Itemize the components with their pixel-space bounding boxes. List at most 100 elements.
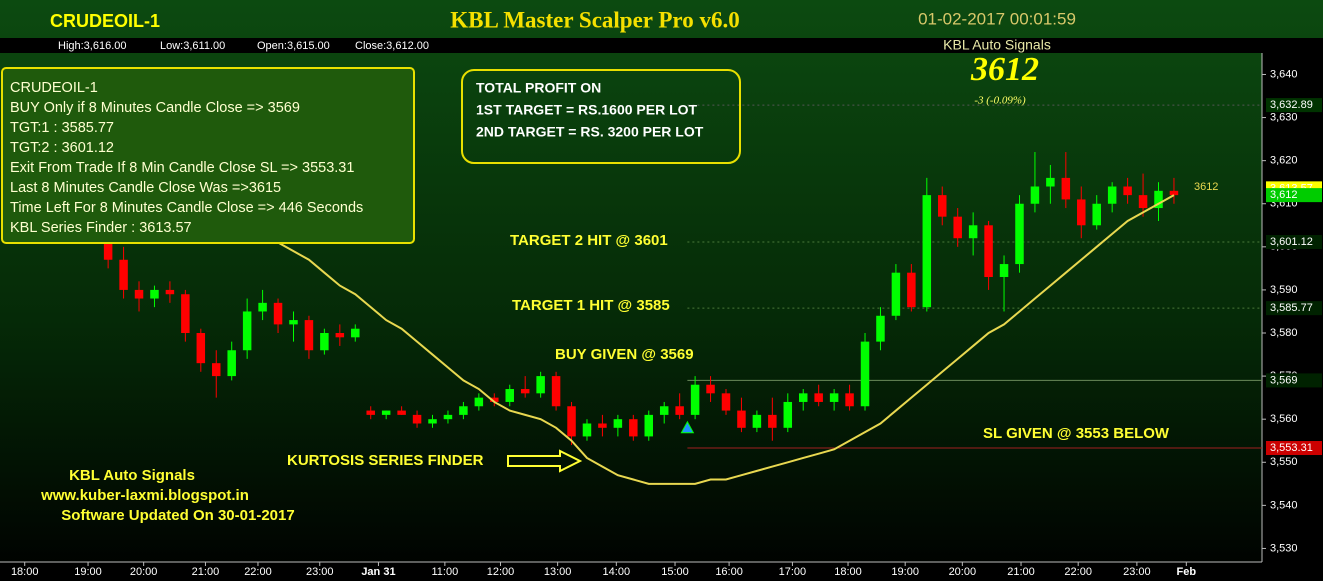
x-tick-label: Jan 31 [361,566,395,578]
candle-body [644,414,654,437]
x-tick-label: Feb [1177,566,1197,578]
candle-body [150,289,159,299]
candle-body [1061,177,1071,200]
level-tag [1266,98,1322,113]
x-tick-label: 18:00 [11,566,39,578]
candle-body [706,384,715,394]
candle-body [922,195,932,308]
candle-body [459,406,468,415]
x-tick-label: 20:00 [949,566,977,578]
symbol: CRUDEOIL-1 [50,11,160,31]
level-tag [1266,373,1322,388]
y-tick-label: 3,580 [1270,327,1298,339]
candle-body [351,328,360,338]
level-label: 3,612 [1270,189,1298,201]
x-tick-label: 21:00 [1007,566,1035,578]
candle-body [984,225,993,277]
y-tick-label: 3,550 [1270,456,1298,468]
candle-body [1123,186,1132,196]
candle-body [428,419,437,424]
candle-body [412,414,422,424]
candle-body [675,406,684,415]
footer-line: KBL Auto Signals [69,467,195,484]
candle-body [1015,203,1024,265]
annotation: SL GIVEN @ 3553 BELOW [983,425,1170,442]
footer-line: www.kuber-laxmi.blogspot.in [40,487,249,504]
x-tick-label: 17:00 [779,566,807,578]
candle-body [381,410,391,415]
x-tick-label: 13:00 [544,566,572,578]
candle-body [1030,186,1040,204]
header-close: Close:3,612.00 [355,40,429,52]
candle-body [860,341,870,407]
candle-body [443,414,453,420]
y-tick-label: 3,590 [1270,284,1298,296]
x-tick-label: 21:00 [192,566,220,578]
header-low: Low:3,611.00 [160,40,225,52]
x-tick-label: 12:00 [487,566,515,578]
candle-body [1154,190,1163,209]
candle-body [474,397,484,407]
candle-body [134,289,144,299]
level-label: 3,585.77 [1270,302,1313,314]
level-tag [1266,441,1322,456]
level-label: 3,632.89 [1270,99,1313,111]
info-line: TGT:2 : 3601.12 [10,140,114,156]
candle-body [891,272,901,316]
signal-price: 3612 [970,51,1039,88]
candle-body [907,272,916,308]
x-tick-label: 23:00 [306,566,334,578]
level-label: 3,553.31 [1270,442,1313,454]
candle-body [659,406,669,415]
timestamp: 01-02-2017 00:01:59 [918,9,1076,28]
candle-body [1107,186,1117,204]
candle-body [999,264,1009,277]
candle-body [814,393,823,402]
info-lines: CRUDEOIL-1 BUY Only if 8 Minutes Candle C… [10,80,363,236]
candle-body [273,302,283,325]
footer-line: Software Updated On 30-01-2017 [61,507,294,524]
x-tick-label: 16:00 [715,566,743,578]
candle-body [505,389,514,402]
candle-body [165,289,175,295]
annotation: KURTOSIS SERIES FINDER [287,452,484,469]
x-tick-label: 19:00 [891,566,919,578]
candle-body [938,195,947,217]
level-tag [1266,235,1322,250]
plot [103,104,1262,485]
candle-body [119,259,128,290]
info-line: CRUDEOIL-1 [10,80,98,96]
header-strip [0,38,1262,53]
info-line: KBL Series Finder : 3613.57 [10,220,192,236]
y-tick-label: 3,530 [1270,542,1298,554]
info-line: TGT:1 : 3585.77 [10,120,114,136]
chart-title: KBL Master Scalper Pro v6.0 [450,7,739,32]
moving-average [277,194,1175,485]
candle-body [752,414,762,428]
y-tick-label: 3,630 [1270,111,1298,123]
candle-body [1092,203,1101,226]
candle-body [845,393,854,407]
candle-body [212,363,221,377]
candle-body [320,333,329,351]
candle-body [567,406,576,437]
x-tick-label: 22:00 [1064,566,1092,578]
candle-body [551,376,561,407]
candle-body [242,311,252,351]
candle-body [721,393,731,411]
candle-body [520,389,530,394]
candle-body [798,393,808,402]
x-tick-label: 23:00 [1123,566,1151,578]
candle-body [1138,195,1148,209]
y-tick-label: 3,540 [1270,499,1298,511]
x-axis-panel [0,562,1262,581]
signal-label: KBL Auto Signals [943,37,1051,53]
candle-body [1169,190,1179,196]
profit-line: 1ST TARGET = RS.1600 PER LOT [476,102,698,118]
candle-body [598,423,607,428]
info-box [1,67,415,244]
candle-body [366,410,375,415]
signal-change: -3 (-0.09%) [974,95,1026,107]
candle-body [582,423,592,437]
candle-body [876,315,885,342]
